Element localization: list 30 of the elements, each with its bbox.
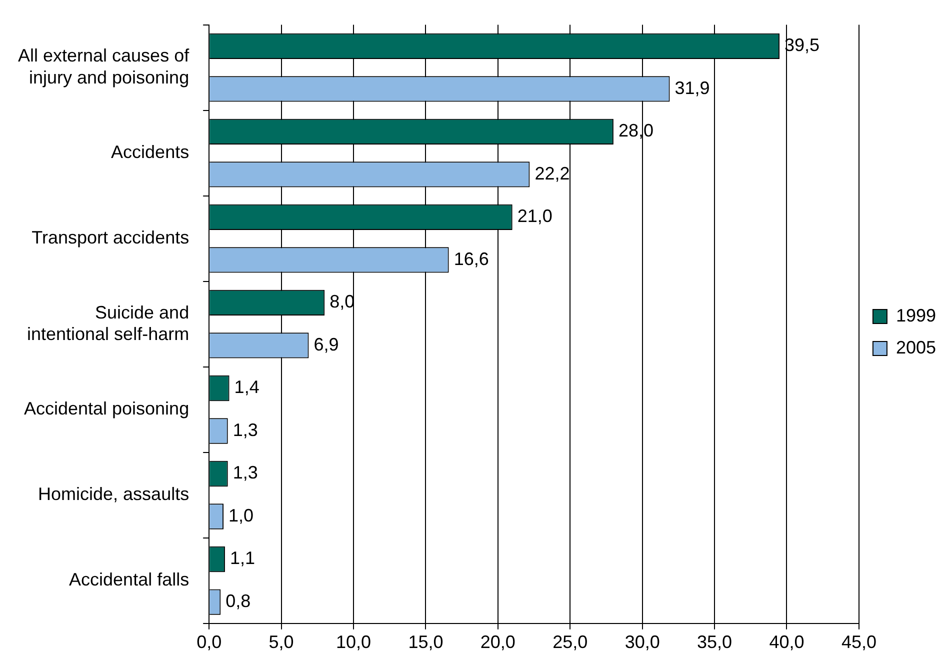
x-tick-label: 10,0 <box>336 632 372 652</box>
x-tick-label: 45,0 <box>841 632 876 652</box>
data-label: 1,3 <box>232 462 258 483</box>
data-label: 16,6 <box>454 248 489 269</box>
legend-label: 2005 <box>896 337 936 358</box>
data-label: 1,0 <box>228 505 254 526</box>
x-tick-label: 5,0 <box>268 632 294 652</box>
x-tick-label: 0,0 <box>196 632 222 652</box>
data-label: 1,4 <box>234 377 260 398</box>
data-label: 31,9 <box>674 78 710 98</box>
y-tick-label: All external causes of injury and poisoning <box>18 46 190 88</box>
x-tick-label: 25,0 <box>552 632 588 652</box>
data-label: 1,1 <box>230 548 256 568</box>
legend-label: 1999 <box>896 305 936 326</box>
x-tick-label: 35,0 <box>697 632 732 652</box>
y-tick-label: Accidental poisoning <box>24 398 190 419</box>
y-tick-label: Accidents <box>111 142 190 162</box>
y-tick-label: Transport accidents <box>32 228 190 248</box>
x-tick-label: 15,0 <box>408 632 444 652</box>
data-label: 0,8 <box>226 590 251 611</box>
data-label: 1,3 <box>232 420 258 440</box>
x-tick-label: 40,0 <box>769 632 804 652</box>
x-tick-label: 20,0 <box>480 632 516 652</box>
y-tick-label: Accidental falls <box>69 570 190 590</box>
x-tick-label: 30,0 <box>624 632 660 652</box>
data-label: 22,2 <box>534 163 570 184</box>
data-label: 6,9 <box>314 334 339 354</box>
data-label: 21,0 <box>517 206 552 226</box>
y-tick-label: Homicide, assaults <box>38 484 190 504</box>
y-tick-label: Suicide and intentional self-harm <box>26 302 190 344</box>
